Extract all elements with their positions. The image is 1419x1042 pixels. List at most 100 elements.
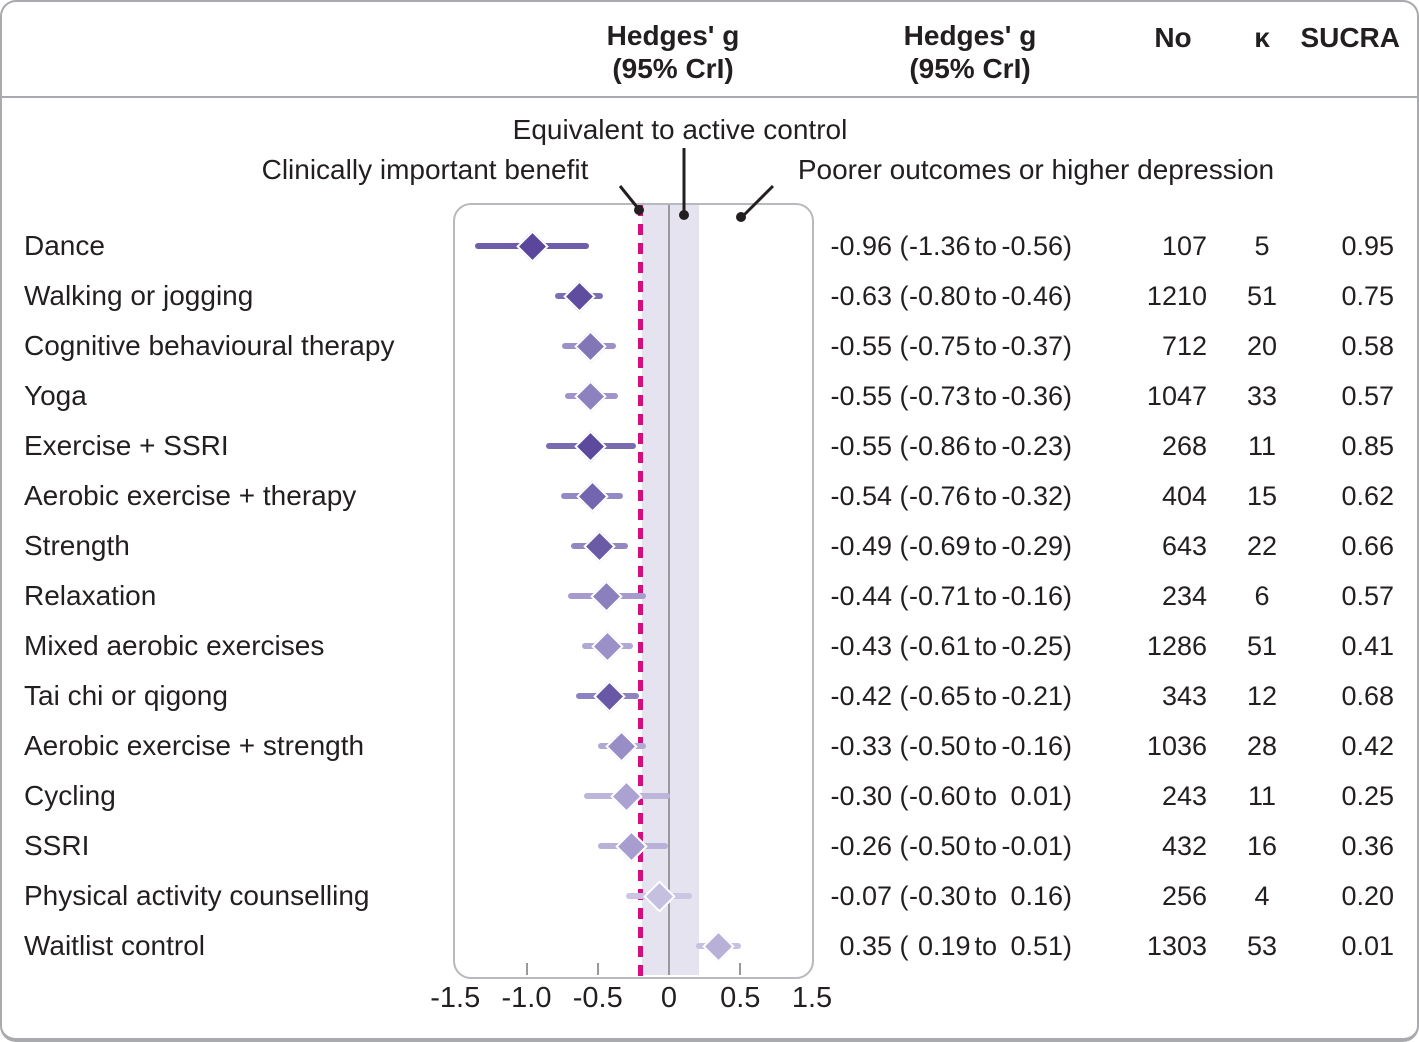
no-value: 1047 xyxy=(1146,381,1207,411)
effect-estimate: -0.33 xyxy=(830,731,892,761)
ci-open-paren: ( xyxy=(892,331,909,361)
effect-value: -0.26 (-0.50 to -0.01) xyxy=(830,821,1130,871)
column-header-hedges-text: Hedges' g (95% CrI) xyxy=(830,19,1110,85)
effect-estimate: -0.43 xyxy=(830,631,892,661)
row-label: Relaxation xyxy=(24,580,157,611)
ci-lower: -0.61 xyxy=(908,631,971,661)
ci-close-paren: ) xyxy=(1063,831,1073,861)
sucra-value: 0.41 xyxy=(1341,631,1394,661)
axis-tick-label: 0 xyxy=(660,982,678,1014)
sucra-value: 0.62 xyxy=(1341,481,1394,511)
sucra-value: 0.42 xyxy=(1341,731,1394,761)
ci-open-paren: ( xyxy=(892,881,909,911)
no-value: 243 xyxy=(1161,781,1207,811)
ci-to-label: to xyxy=(974,281,998,311)
effect-estimate: -0.30 xyxy=(830,781,892,811)
sucra-value: 0.68 xyxy=(1341,681,1394,711)
ci-to-label: to xyxy=(974,431,998,461)
annotation-clinically-important-benefit: Clinically important benefit xyxy=(261,154,589,185)
effect-value: -0.43 (-0.61 to -0.25) xyxy=(830,621,1130,671)
header-line: Hedges' g xyxy=(606,20,740,51)
ci-to-label: to xyxy=(974,531,998,561)
column-header-hedges-plot: Hedges' g (95% CrI) xyxy=(533,19,813,85)
row-label: Physical activity counselling xyxy=(24,880,370,911)
ci-upper: 0.51 xyxy=(1010,931,1064,961)
sucra-value: 0.20 xyxy=(1341,881,1394,911)
ci-open-paren: ( xyxy=(892,281,909,311)
ci-open-paren: ( xyxy=(892,581,909,611)
effect-value: -0.42 (-0.65 to -0.21) xyxy=(830,671,1130,721)
effect-value: -0.33 (-0.50 to -0.16) xyxy=(830,721,1130,771)
axis-tick xyxy=(525,963,528,975)
ci-open-paren: ( xyxy=(892,231,909,261)
axis-tick-label: -1.0 xyxy=(501,982,552,1014)
ci-open-paren: ( xyxy=(892,781,909,811)
axis-tick-label: 0.5 xyxy=(720,982,761,1014)
axis-tick-label: -1.5 xyxy=(430,982,481,1014)
ci-upper: -0.16 xyxy=(1001,581,1064,611)
k-value: 11 xyxy=(1247,781,1277,811)
column-header-kappa: κ xyxy=(1254,22,1270,53)
row-label: Tai chi or qigong xyxy=(24,680,228,711)
ci-lower: -0.75 xyxy=(908,331,971,361)
ci-close-paren: ) xyxy=(1063,231,1073,261)
ci-close-paren: ) xyxy=(1063,781,1073,811)
axis-tick-label: 1.5 xyxy=(791,982,833,1014)
no-value: 432 xyxy=(1161,831,1207,861)
ci-close-paren: ) xyxy=(1063,881,1073,911)
ci-close-paren: ) xyxy=(1063,481,1073,511)
k-value: 12 xyxy=(1246,681,1278,711)
ci-upper: -0.25 xyxy=(1001,631,1064,661)
effect-estimate: -0.26 xyxy=(830,831,892,861)
ci-upper: -0.23 xyxy=(1001,431,1064,461)
effect-value: -0.55 (-0.86 to -0.23) xyxy=(830,421,1130,471)
effect-value: -0.96 (-1.36 to -0.56) xyxy=(830,221,1130,271)
effect-estimate: -0.55 xyxy=(830,431,892,461)
row-label: Aerobic exercise + strength xyxy=(24,730,365,761)
ci-to-label: to xyxy=(974,231,998,261)
effect-value: -0.07 (-0.30 to 0.16) xyxy=(830,871,1130,921)
effect-estimate: -0.07 xyxy=(830,881,892,911)
k-value: 22 xyxy=(1246,531,1278,561)
ci-upper: -0.01 xyxy=(1001,831,1064,861)
k-value: 5 xyxy=(1254,231,1270,261)
no-value: 404 xyxy=(1161,481,1207,511)
no-value: 107 xyxy=(1161,231,1207,261)
ci-lower: 0.19 xyxy=(917,931,971,961)
ci-close-paren: ) xyxy=(1063,431,1073,461)
ci-close-paren: ) xyxy=(1063,281,1073,311)
clinical-threshold-dashed-line xyxy=(638,205,643,977)
k-value: 28 xyxy=(1246,731,1278,761)
ci-lower: -0.69 xyxy=(908,531,971,561)
sucra-value: 0.36 xyxy=(1341,831,1394,861)
ci-to-label: to xyxy=(974,631,998,661)
axis-tick xyxy=(596,963,599,975)
ci-lower: -0.86 xyxy=(908,431,971,461)
ci-to-label: to xyxy=(974,731,998,761)
effect-value: -0.63 (-0.80 to -0.46) xyxy=(830,271,1130,321)
k-value: 15 xyxy=(1246,481,1278,511)
ci-close-paren: ) xyxy=(1063,381,1073,411)
ci-open-paren: ( xyxy=(892,681,909,711)
row-label: Cognitive behavioural therapy xyxy=(24,330,395,361)
no-value: 234 xyxy=(1161,581,1207,611)
effect-value: -0.44 (-0.71 to -0.16) xyxy=(830,571,1130,621)
column-header-no: No xyxy=(1154,22,1192,53)
k-value: 33 xyxy=(1246,381,1278,411)
ci-to-label: to xyxy=(974,481,998,511)
header-divider xyxy=(2,96,1417,98)
ci-upper: -0.37 xyxy=(1001,331,1064,361)
ci-to-label: to xyxy=(974,381,998,411)
ci-upper: 0.16 xyxy=(1010,881,1064,911)
ci-to-label: to xyxy=(974,881,998,911)
ci-upper: -0.16 xyxy=(1001,731,1064,761)
row-label: Walking or jogging xyxy=(24,280,254,311)
ci-upper: -0.56 xyxy=(1001,231,1064,261)
ci-lower: -0.50 xyxy=(908,831,971,861)
header-line: (95% CrI) xyxy=(909,53,1031,84)
ci-lower: -0.71 xyxy=(908,581,971,611)
sucra-value: 0.95 xyxy=(1341,231,1394,261)
no-value: 1286 xyxy=(1146,631,1207,661)
ci-upper: -0.36 xyxy=(1001,381,1064,411)
ci-close-paren: ) xyxy=(1063,531,1073,561)
